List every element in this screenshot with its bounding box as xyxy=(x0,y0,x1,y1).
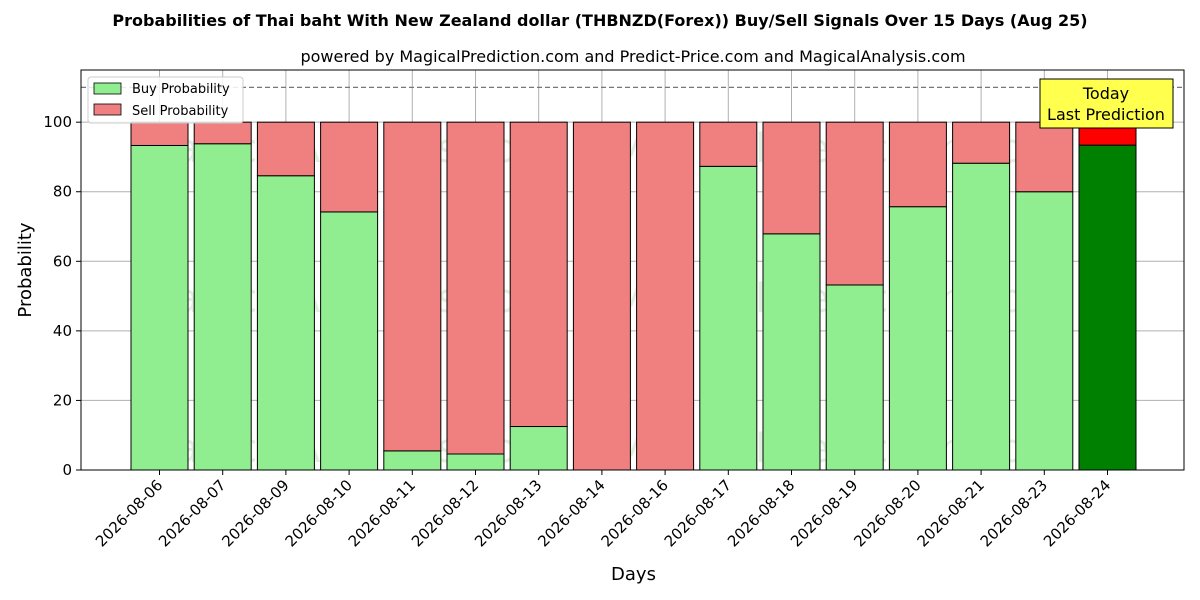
bar-sell xyxy=(256,121,315,177)
x-tick-label: 2026-08-09 xyxy=(218,476,292,550)
legend-label-buy: Buy Probability xyxy=(132,82,230,97)
x-tick-label: 2026-08-20 xyxy=(850,476,924,550)
legend-swatch-buy xyxy=(93,82,122,95)
bar-buy xyxy=(446,453,505,471)
bar-buy xyxy=(952,162,1011,471)
bar-buy xyxy=(256,175,315,471)
y-tick-label: 0 xyxy=(62,461,72,479)
x-tick-label: 2026-08-11 xyxy=(345,476,419,550)
bar-sell xyxy=(636,121,695,471)
bar-sell xyxy=(130,121,189,146)
x-tick-label: 2026-08-06 xyxy=(92,476,166,550)
bar-buy xyxy=(193,143,252,471)
y-axis: 0 20 40 60 80 100 xyxy=(43,113,81,479)
bar-sell xyxy=(699,121,758,167)
legend-label-sell: Sell Probability xyxy=(132,104,229,119)
legend-frame xyxy=(87,76,244,124)
x-tick-label: 2026-08-13 xyxy=(471,476,545,550)
x-tick-label: 2026-08-19 xyxy=(787,476,861,550)
legend: Buy Probability Sell Probability xyxy=(87,76,244,124)
chart-subtitle: powered by MagicalPrediction.com and Pre… xyxy=(300,47,965,66)
bar-sell xyxy=(952,121,1011,164)
x-axis: 2026-08-062026-08-072026-08-092026-08-10… xyxy=(92,470,1114,550)
x-tick-label: 2026-08-16 xyxy=(598,476,672,550)
x-tick-label: 2026-08-14 xyxy=(534,476,608,550)
bar-buy xyxy=(509,426,568,471)
bar-sell xyxy=(509,121,568,428)
y-axis-label: Probability xyxy=(15,222,36,317)
x-tick-label: 2026-08-23 xyxy=(977,476,1051,550)
bar-buy xyxy=(383,450,442,471)
bar-buy xyxy=(762,233,821,471)
bar-buy xyxy=(130,144,189,471)
bars xyxy=(130,121,1137,471)
annotation-line-2: Last Prediction xyxy=(1047,105,1165,124)
y-tick-label: 100 xyxy=(43,113,72,131)
bar-buy xyxy=(699,165,758,471)
x-axis-label: Days xyxy=(611,564,656,585)
x-tick-label: 2026-08-07 xyxy=(155,476,229,550)
today-annotation: Today Last Prediction xyxy=(1039,78,1174,129)
annotation-line-1: Today xyxy=(1082,84,1129,103)
x-tick-label: 2026-08-24 xyxy=(1040,476,1114,550)
legend-swatch-sell xyxy=(93,103,122,116)
y-tick-label: 40 xyxy=(53,322,72,340)
x-tick-label: 2026-08-21 xyxy=(914,476,988,550)
annotation-box xyxy=(1039,78,1174,129)
bar-sell xyxy=(1015,121,1074,193)
bar-sell xyxy=(383,121,442,452)
bar-sell xyxy=(888,121,947,208)
bar-sell xyxy=(446,121,505,455)
y-tick-label: 80 xyxy=(53,183,72,201)
x-tick-label: 2026-08-10 xyxy=(282,476,356,550)
bar-buy xyxy=(1078,144,1137,471)
x-tick-label: 2026-08-17 xyxy=(661,476,735,550)
x-tick-label: 2026-08-18 xyxy=(724,476,798,550)
x-tick-label: 2026-08-12 xyxy=(408,476,482,550)
bar-sell xyxy=(762,121,821,235)
bar-sell xyxy=(193,121,252,145)
plot-frame xyxy=(80,69,1185,471)
bar-buy xyxy=(320,211,379,471)
y-tick-label: 60 xyxy=(53,252,72,270)
bar-buy xyxy=(888,206,947,471)
bar-sell xyxy=(825,121,884,286)
bar-sell xyxy=(320,121,379,213)
bar-buy xyxy=(1015,191,1074,471)
chart-title: Probabilities of Thai baht With New Zeal… xyxy=(112,11,1087,30)
y-tick-label: 20 xyxy=(53,391,72,409)
bar-buy xyxy=(825,284,884,471)
bar-sell xyxy=(572,121,631,471)
